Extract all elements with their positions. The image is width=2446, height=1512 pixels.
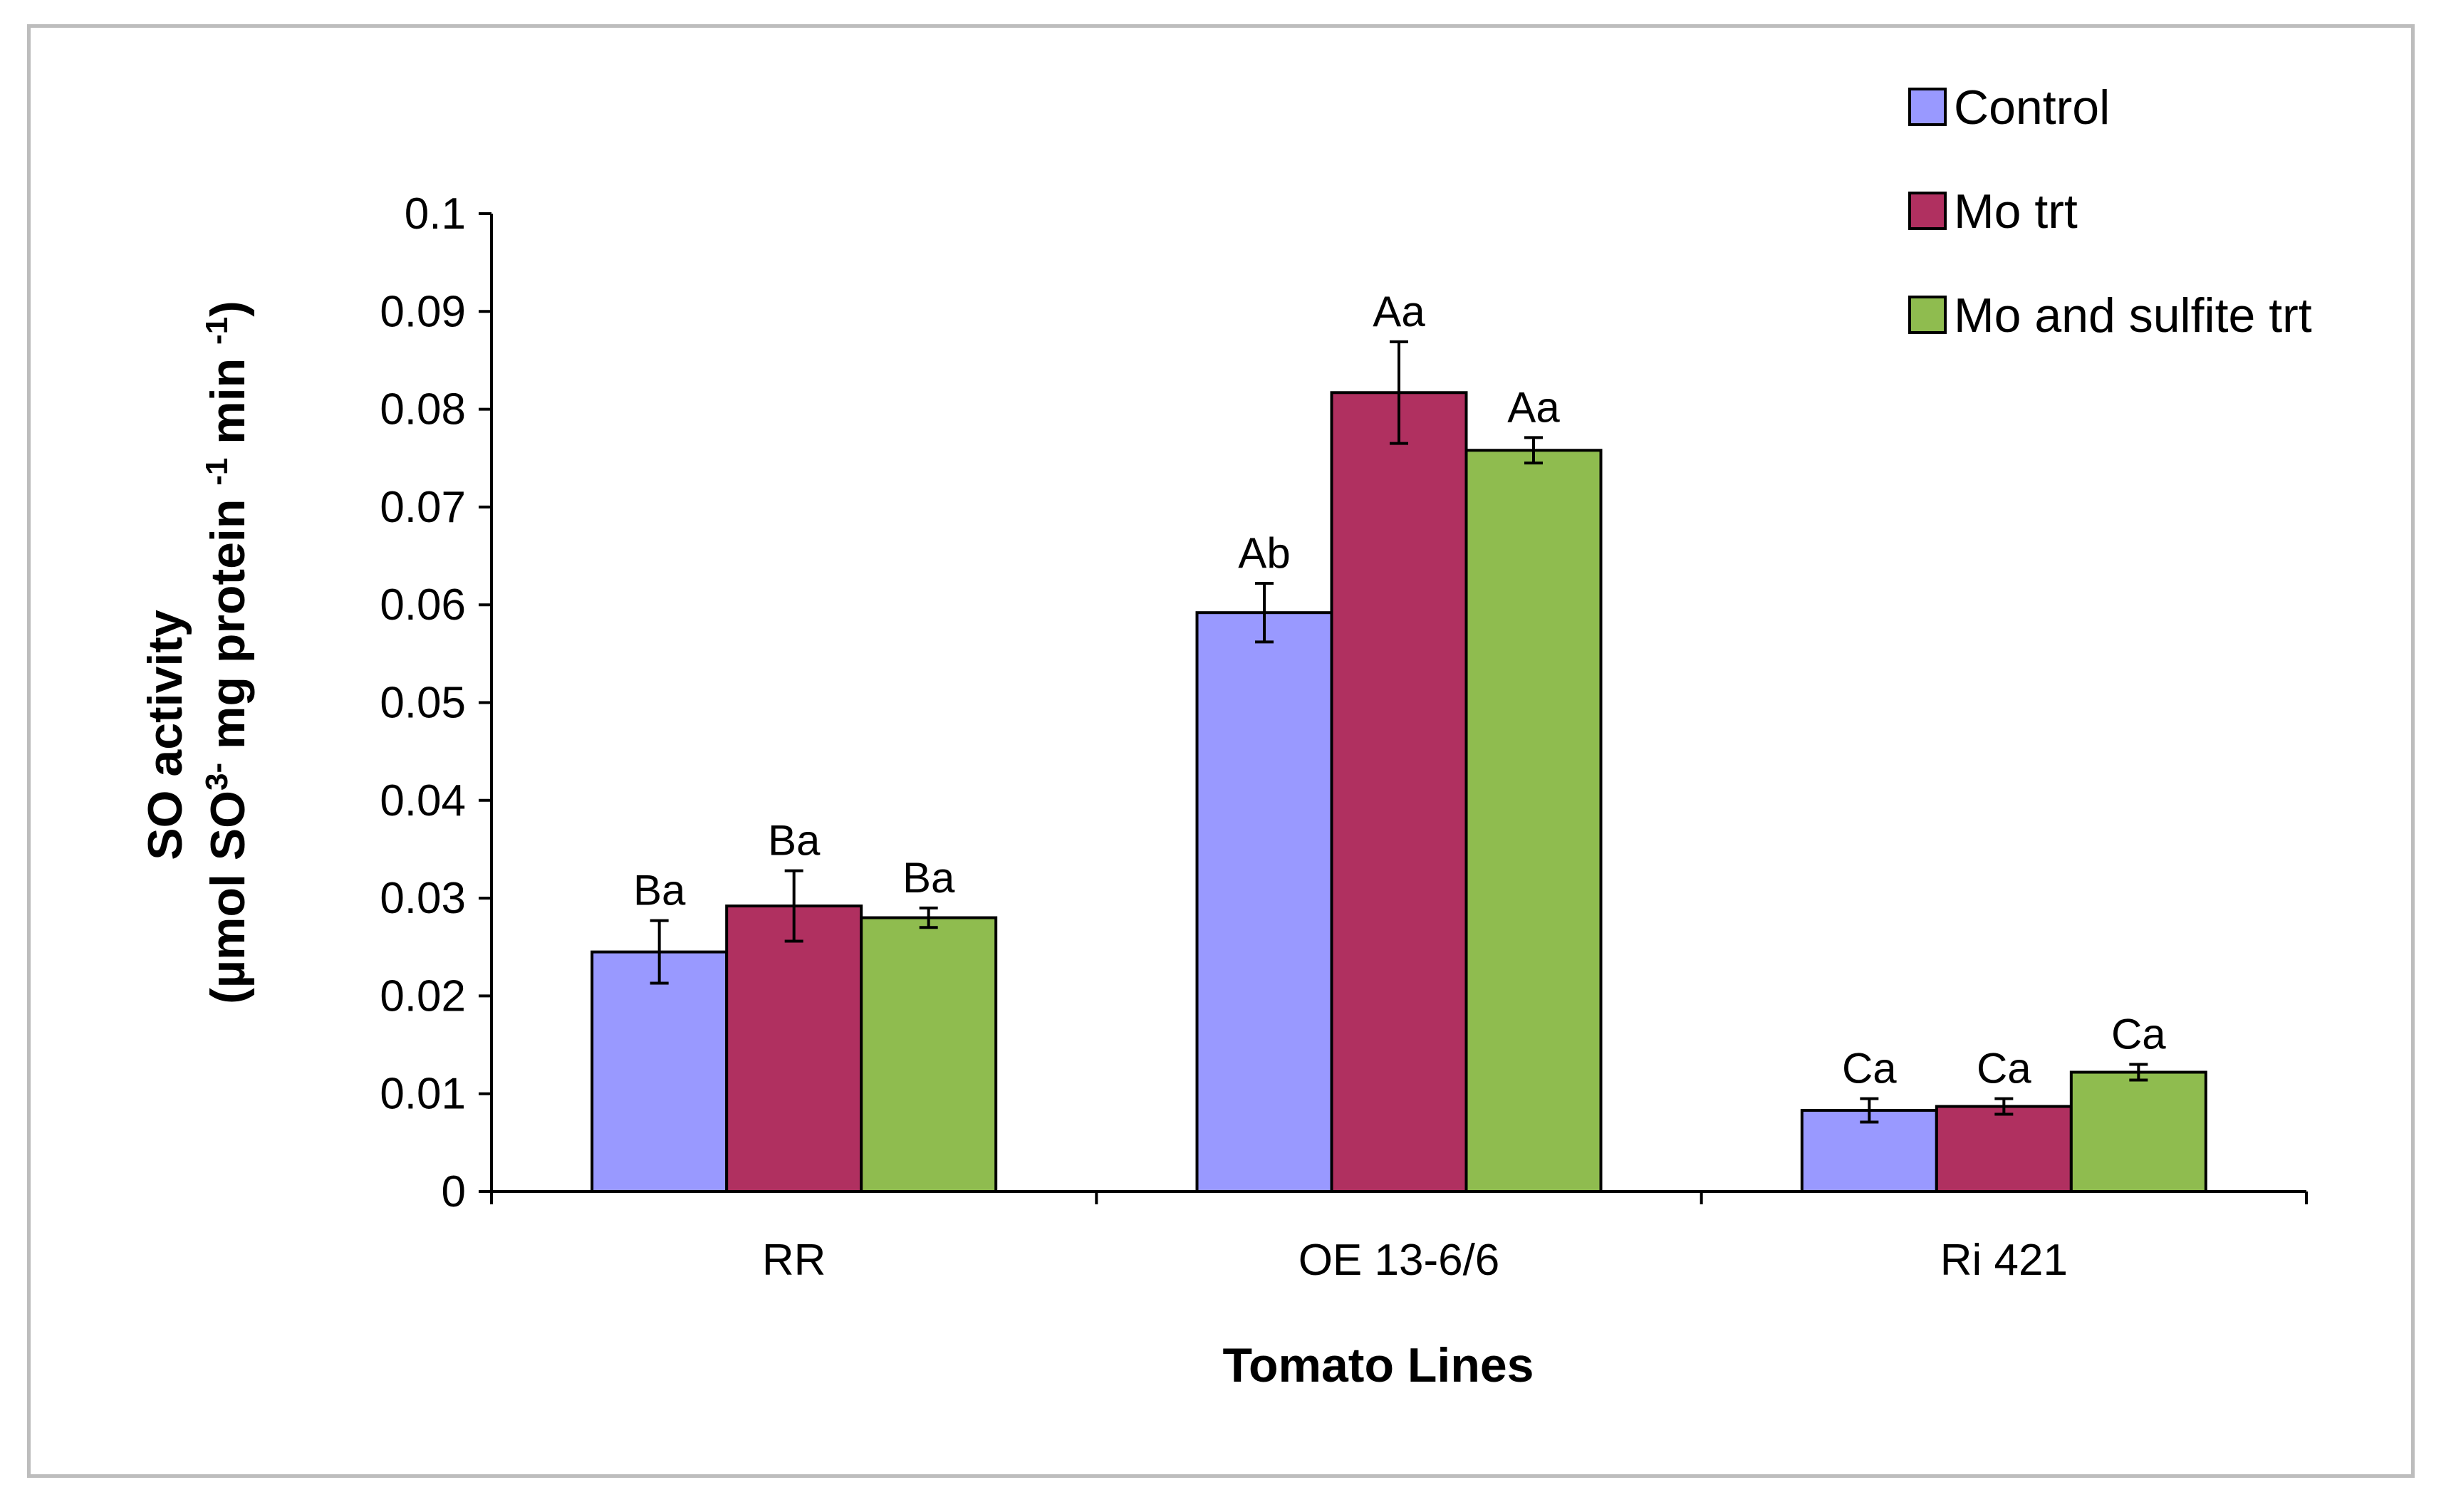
- x-axis: RR OE 13-6/6 Ri 421: [490, 1190, 2308, 1285]
- data-label: Aa: [1507, 383, 1560, 431]
- y-tick-label: 0.07: [380, 483, 466, 532]
- y-tick-label: 0.03: [380, 874, 466, 923]
- bars-group: [590, 340, 2207, 1194]
- data-label: Ab: [1238, 529, 1290, 577]
- legend-label: Mo trt: [1954, 184, 2078, 239]
- y-axis-title-line2: (µmol SO3- mg protein -1 min -1): [199, 301, 255, 1004]
- y-tick-label: 0.04: [380, 776, 466, 825]
- bar[interactable]: [1935, 1105, 2073, 1193]
- x-axis-title: Tomato Lines: [1223, 1338, 1534, 1392]
- bar[interactable]: [860, 916, 998, 1194]
- legend-swatch: [1908, 296, 1947, 334]
- data-label: Ca: [1977, 1045, 2031, 1093]
- y-tick-label: 0.09: [380, 287, 466, 336]
- data-label: Ba: [902, 854, 955, 902]
- x-tick-label: Ri 421: [1940, 1236, 2068, 1285]
- legend-swatch: [1908, 192, 1947, 230]
- data-label: Ca: [2111, 1011, 2166, 1058]
- y-tick-label: 0.06: [380, 580, 466, 630]
- y-axis-title-line1: SO activity: [138, 610, 192, 860]
- bar[interactable]: [1330, 391, 1468, 1193]
- x-tick-label: OE 13-6/6: [1299, 1236, 1500, 1285]
- y-tick-label: 0.01: [380, 1070, 466, 1119]
- y-tick-label: 0.05: [380, 679, 466, 728]
- data-label: Aa: [1373, 288, 1425, 335]
- x-tick-label: RR: [762, 1236, 826, 1285]
- legend: Control Mo trt Mo and sulfite trt: [1908, 80, 2312, 343]
- data-labels-group: Ba Ba Ba Ab Aa Aa Ca Ca Ca: [633, 288, 2166, 1093]
- bar[interactable]: [2069, 1070, 2207, 1194]
- data-label: Ba: [768, 817, 821, 865]
- data-label: Ba: [633, 867, 686, 914]
- legend-label: Mo and sulfite trt: [1954, 288, 2312, 343]
- legend-swatch: [1908, 88, 1947, 126]
- y-tick-label: 0.1: [405, 189, 466, 239]
- y-tick-label: 0.02: [380, 971, 466, 1021]
- y-tick-label: 0: [442, 1167, 466, 1216]
- bar[interactable]: [1195, 611, 1333, 1193]
- bar[interactable]: [1464, 449, 1603, 1193]
- y-axis: 0 0.01 0.02 0.03 0.04 0.05 0.06 0.07 0.08 0.09 0.1: [380, 189, 493, 1216]
- legend-label: Control: [1954, 80, 2110, 135]
- data-label: Ca: [1842, 1045, 1897, 1093]
- y-tick-label: 0.08: [380, 385, 466, 434]
- bar[interactable]: [725, 904, 863, 1193]
- bar[interactable]: [590, 950, 729, 1193]
